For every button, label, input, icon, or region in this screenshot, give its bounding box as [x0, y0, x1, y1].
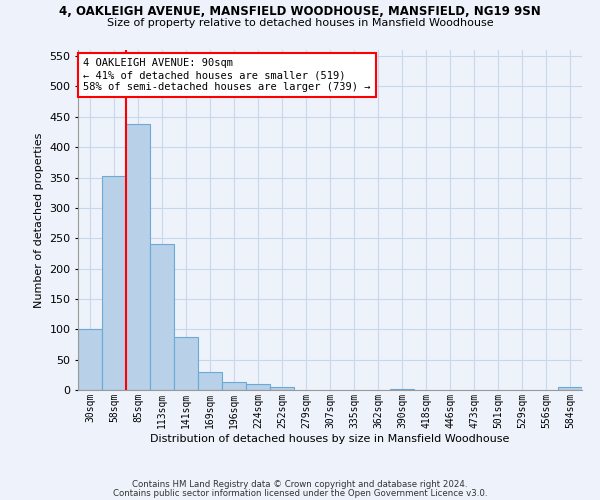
Bar: [198, 372, 222, 390]
Bar: [270, 387, 294, 390]
Bar: [558, 387, 582, 390]
Bar: [390, 389, 414, 390]
Text: Contains HM Land Registry data © Crown copyright and database right 2024.: Contains HM Land Registry data © Crown c…: [132, 480, 468, 489]
Y-axis label: Number of detached properties: Number of detached properties: [34, 132, 44, 308]
Bar: [102, 176, 126, 390]
Bar: [126, 124, 150, 390]
Bar: [150, 244, 174, 390]
Text: Size of property relative to detached houses in Mansfield Woodhouse: Size of property relative to detached ho…: [107, 18, 493, 28]
Text: 4, OAKLEIGH AVENUE, MANSFIELD WOODHOUSE, MANSFIELD, NG19 9SN: 4, OAKLEIGH AVENUE, MANSFIELD WOODHOUSE,…: [59, 5, 541, 18]
X-axis label: Distribution of detached houses by size in Mansfield Woodhouse: Distribution of detached houses by size …: [151, 434, 509, 444]
Bar: [246, 384, 270, 390]
Text: Contains public sector information licensed under the Open Government Licence v3: Contains public sector information licen…: [113, 488, 487, 498]
Bar: [78, 330, 102, 390]
Bar: [222, 382, 246, 390]
Bar: [174, 336, 198, 390]
Text: 4 OAKLEIGH AVENUE: 90sqm
← 41% of detached houses are smaller (519)
58% of semi-: 4 OAKLEIGH AVENUE: 90sqm ← 41% of detach…: [83, 58, 371, 92]
